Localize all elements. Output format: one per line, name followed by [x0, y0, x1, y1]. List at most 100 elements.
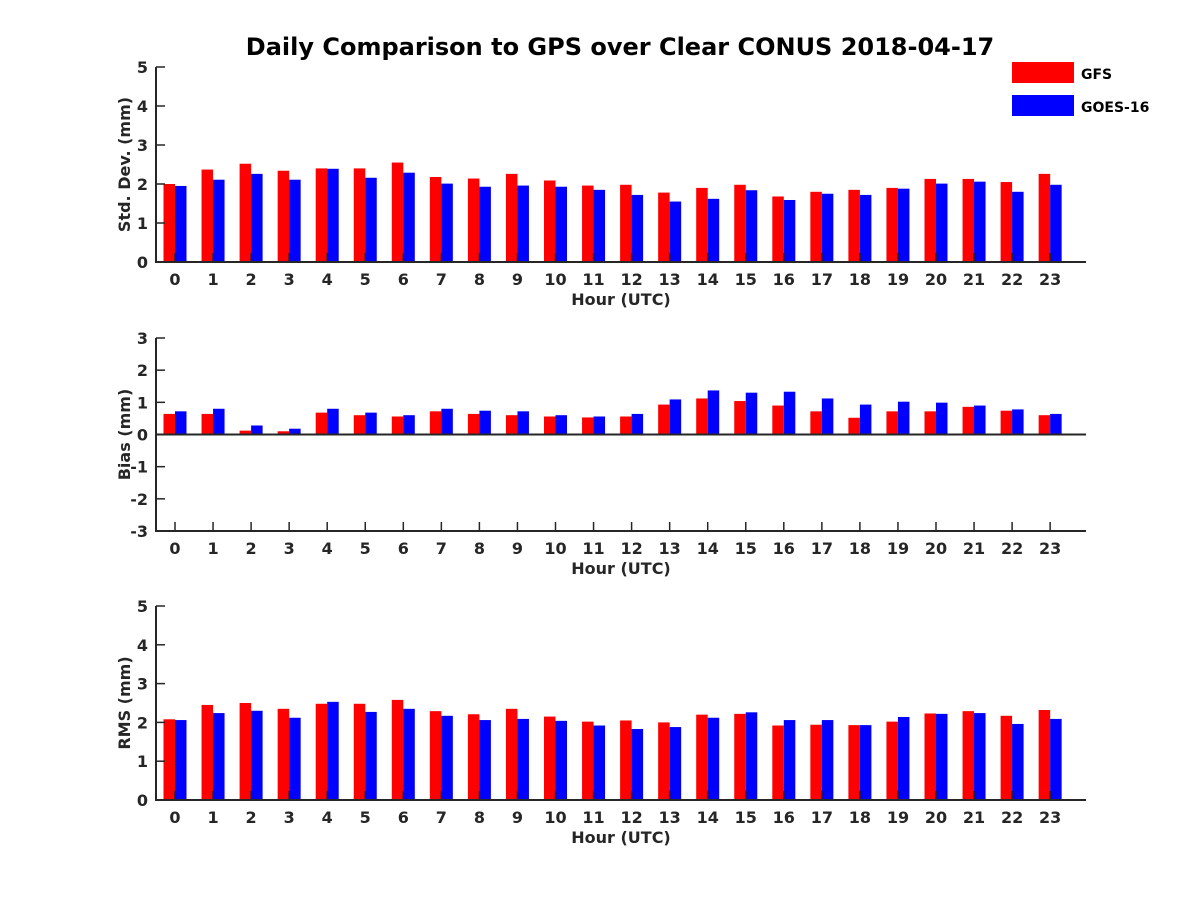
bias-bar-gfs-12 — [620, 416, 632, 435]
bias-bar-goes-16-9 — [517, 411, 529, 435]
rms-bar-gfs-6 — [391, 699, 404, 800]
std-dev-x-tick-label: 8 — [474, 270, 485, 289]
std-dev-x-tick-label: 15 — [735, 270, 757, 289]
bias-x-tick-label: 1 — [207, 539, 218, 558]
std-dev-bar-goes-16-21 — [974, 181, 986, 262]
bias-x-tick-label: 21 — [963, 539, 985, 558]
rms-bar-gfs-9 — [505, 708, 518, 800]
legend-label-goes-16: GOES-16 — [1081, 100, 1149, 116]
std-dev-bar-goes-16-7 — [441, 183, 453, 262]
rms-bar-goes-16-14 — [707, 717, 720, 800]
std-dev-bar-gfs-13 — [658, 192, 670, 262]
bias-bar-goes-16-19 — [897, 401, 910, 435]
rms-x-tick-label: 17 — [811, 808, 833, 827]
bias-bar-goes-16-14 — [707, 390, 720, 435]
bias-bar-goes-16-2 — [251, 425, 263, 435]
rms-x-tick-label: 7 — [436, 808, 447, 827]
bias-bar-gfs-8 — [467, 413, 480, 435]
bias-bar-goes-16-23 — [1050, 413, 1062, 435]
rms-bar-goes-16-22 — [1012, 723, 1024, 800]
std-dev-x-tick-label: 10 — [544, 270, 566, 289]
rms-x-tick-label: 8 — [474, 808, 485, 827]
rms-bar-goes-16-2 — [251, 710, 263, 800]
bias-bar-gfs-14 — [696, 398, 708, 435]
std-dev-x-tick-label: 23 — [1039, 270, 1061, 289]
bias-bar-gfs-7 — [429, 411, 442, 435]
std-dev-bar-goes-16-8 — [479, 186, 491, 262]
rms-x-tick-label: 16 — [773, 808, 795, 827]
bias-y-tick-label: -3 — [130, 522, 148, 541]
rms-bar-gfs-0 — [163, 719, 175, 800]
bias-bar-goes-16-12 — [631, 413, 644, 435]
std-dev-bar-gfs-0 — [163, 184, 175, 262]
rms-bar-goes-16-0 — [175, 720, 187, 800]
rms-x-tick-label: 6 — [398, 808, 409, 827]
bias-x-tick-label: 15 — [735, 539, 757, 558]
std-dev-x-tick-label: 6 — [398, 270, 409, 289]
rms-bar-goes-16-15 — [745, 712, 758, 800]
rms-bar-gfs-20 — [924, 713, 936, 800]
rms-bar-goes-16-16 — [783, 720, 796, 800]
std-dev-bar-goes-16-18 — [859, 194, 872, 262]
std-dev-bar-gfs-1 — [201, 169, 214, 262]
rms-bar-goes-16-5 — [365, 711, 377, 800]
std-dev-bar-gfs-20 — [924, 178, 936, 262]
bias-bar-gfs-18 — [848, 417, 860, 435]
figure-title: Daily Comparison to GPS over Clear CONUS… — [246, 33, 994, 61]
std-dev-bar-goes-16-22 — [1012, 191, 1024, 262]
rms-bar-gfs-19 — [886, 721, 898, 800]
bias-y-tick-label: 0 — [137, 426, 148, 445]
std-dev-x-axis-label: Hour (UTC) — [571, 290, 671, 309]
std-dev-bar-goes-16-3 — [289, 179, 301, 262]
rms-bar-gfs-12 — [620, 720, 632, 800]
std-dev-x-tick-label: 5 — [360, 270, 371, 289]
bias-bar-goes-16-18 — [859, 404, 872, 435]
rms-x-tick-label: 1 — [207, 808, 218, 827]
bias-x-tick-label: 8 — [474, 539, 485, 558]
std-dev-bar-goes-16-16 — [783, 199, 796, 262]
std-dev-bar-gfs-5 — [353, 168, 366, 262]
std-dev-y-tick-label: 0 — [137, 253, 148, 272]
rms-y-tick-label: 4 — [137, 636, 148, 655]
bias-bar-gfs-21 — [962, 406, 975, 435]
std-dev-bar-goes-16-15 — [745, 190, 758, 262]
rms-bar-goes-16-13 — [669, 727, 682, 800]
bias-x-tick-label: 0 — [169, 539, 180, 558]
bias-x-tick-label: 20 — [925, 539, 947, 558]
bias-bar-goes-16-11 — [593, 416, 606, 435]
rms-y-tick-label: 3 — [137, 675, 148, 694]
bias-y-tick-label: 3 — [137, 329, 148, 348]
rms-x-tick-label: 13 — [659, 808, 681, 827]
bias-x-axis-label: Hour (UTC) — [571, 559, 671, 578]
rms-y-axis-label: RMS (mm) — [115, 656, 134, 749]
std-dev-x-tick-label: 20 — [925, 270, 947, 289]
rms-bar-gfs-8 — [467, 714, 480, 800]
std-dev-x-tick-label: 11 — [582, 270, 604, 289]
rms-bar-goes-16-21 — [974, 713, 986, 800]
std-dev-x-tick-label: 9 — [512, 270, 523, 289]
bias-bar-gfs-3 — [277, 431, 290, 435]
std-dev-bar-goes-16-6 — [403, 172, 415, 262]
std-dev-bar-gfs-8 — [467, 178, 480, 262]
bias-bar-gfs-11 — [582, 417, 594, 435]
bias-bar-gfs-15 — [734, 401, 746, 435]
std-dev-bar-gfs-2 — [239, 163, 252, 262]
bias-bar-goes-16-16 — [783, 391, 796, 435]
rms-bar-gfs-16 — [772, 725, 784, 800]
std-dev-bar-gfs-4 — [315, 168, 328, 262]
std-dev-bar-gfs-15 — [734, 184, 746, 262]
bias-x-tick-label: 3 — [284, 539, 295, 558]
rms-bar-goes-16-12 — [631, 729, 644, 800]
rms-bar-goes-16-17 — [821, 720, 834, 800]
std-dev-bar-gfs-18 — [848, 189, 860, 262]
std-dev-x-tick-label: 14 — [697, 270, 719, 289]
bias-x-tick-label: 9 — [512, 539, 523, 558]
rms-bar-gfs-1 — [201, 704, 214, 800]
std-dev-bar-gfs-22 — [1000, 182, 1013, 262]
bias-bar-gfs-17 — [810, 411, 822, 435]
rms-x-tick-label: 18 — [849, 808, 871, 827]
bias-bar-goes-16-20 — [936, 402, 948, 435]
legend-swatch-goes-16 — [1012, 95, 1074, 116]
